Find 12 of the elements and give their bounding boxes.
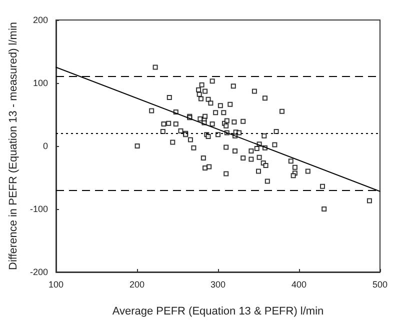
y-axis-title: Difference in PEFR (Equation 13 - measured) l/min bbox=[8, 22, 20, 270]
y-tick-label: 200 bbox=[32, 15, 48, 25]
x-tick-label: 500 bbox=[372, 280, 388, 290]
x-tick-label: 400 bbox=[291, 280, 307, 290]
x-axis-title: Average PEFR (Equation 13 & PEFR) l/min bbox=[112, 306, 324, 318]
y-tick-label: -100 bbox=[30, 204, 48, 214]
y-tick-label: 0 bbox=[42, 141, 48, 151]
x-tick-label: 100 bbox=[48, 280, 64, 290]
x-tick-label: 200 bbox=[129, 280, 145, 290]
x-tick-label: 300 bbox=[210, 280, 226, 290]
y-tick-label: 100 bbox=[32, 78, 48, 88]
y-tick-label: -200 bbox=[30, 267, 48, 277]
